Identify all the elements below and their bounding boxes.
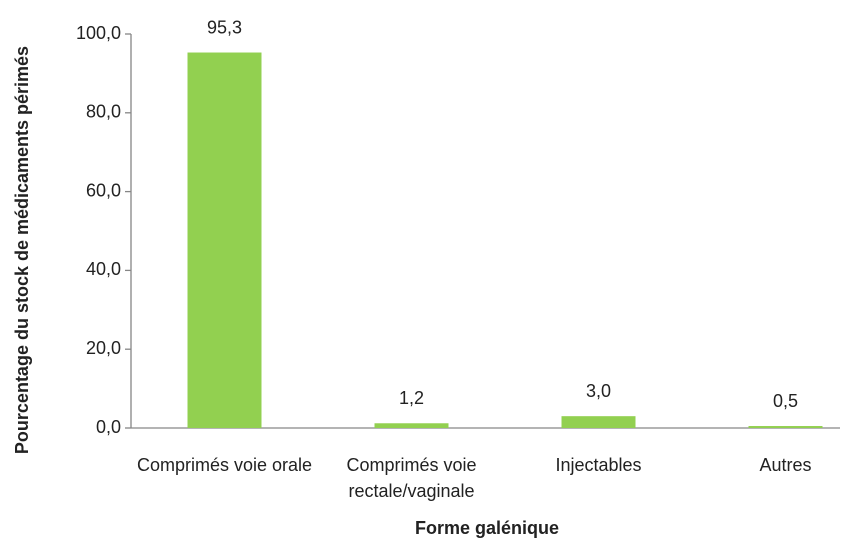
data-label: 95,3	[207, 17, 242, 37]
x-tick-label: Autres	[759, 455, 812, 475]
y-tick-label: 60,0	[86, 180, 121, 200]
bar	[748, 426, 823, 428]
y-tick-label: 20,0	[86, 338, 121, 358]
y-tick-label: 40,0	[86, 259, 121, 279]
data-label: 0,5	[773, 391, 798, 411]
bar	[187, 52, 262, 428]
bar	[374, 423, 449, 428]
y-tick-label: 100,0	[76, 23, 121, 43]
bar	[561, 416, 636, 428]
data-label: 3,0	[586, 381, 611, 401]
x-tick-label: Injectables	[555, 455, 642, 475]
data-label: 1,2	[399, 388, 424, 408]
x-tick-label: Comprimés voie rectale/vaginale	[346, 455, 477, 501]
x-tick-label: Comprimés voie orale	[136, 455, 313, 475]
y-tick-label: 80,0	[86, 102, 121, 122]
y-axis-title: Pourcentage du stock de médicaments péri…	[12, 45, 32, 455]
y-tick-label: 0,0	[96, 417, 121, 437]
x-axis-title: Forme galénique	[414, 518, 560, 538]
